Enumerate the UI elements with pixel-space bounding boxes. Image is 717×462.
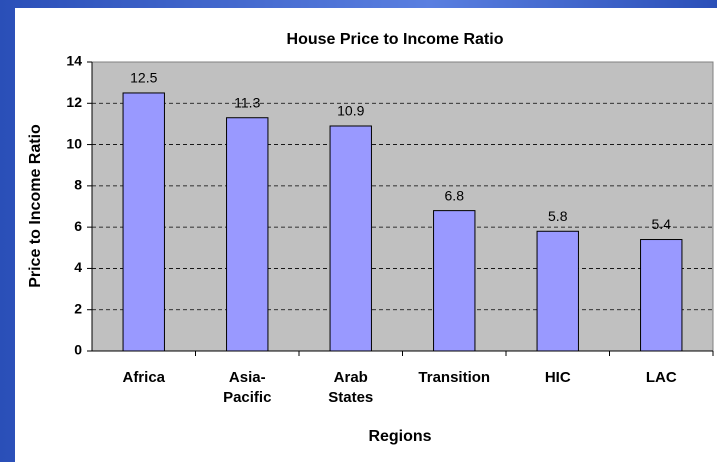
bar bbox=[433, 210, 476, 352]
y-tick-label: 10 bbox=[66, 135, 82, 151]
x-tick-label: Asia- Pacific bbox=[223, 369, 272, 406]
value-label: 5.4 bbox=[652, 216, 672, 232]
value-label: 12.5 bbox=[130, 70, 157, 86]
value-label: 11.3 bbox=[234, 94, 260, 110]
y-tick-label: 4 bbox=[74, 259, 82, 275]
x-tick-label: Africa bbox=[122, 369, 166, 386]
y-tick-label: 8 bbox=[74, 177, 82, 193]
plot-area bbox=[91, 61, 714, 352]
y-tick-label: 2 bbox=[74, 300, 82, 316]
x-tick-label: LAC bbox=[645, 369, 677, 386]
bar bbox=[226, 117, 269, 352]
bar bbox=[122, 92, 165, 352]
x-tick-label: Arab States bbox=[328, 369, 374, 406]
x-tick-label: HIC bbox=[544, 369, 571, 386]
value-label: 10.9 bbox=[337, 103, 364, 119]
value-label: 5.8 bbox=[548, 208, 568, 224]
bar bbox=[329, 125, 372, 352]
y-tick-label: 6 bbox=[74, 218, 82, 234]
x-axis-label: Regions bbox=[368, 428, 431, 445]
bar bbox=[536, 230, 579, 352]
y-axis-label: Price to Income Ratio bbox=[27, 124, 44, 288]
chart-title: House Price to Income Ratio bbox=[287, 31, 504, 48]
y-tick-label: 12 bbox=[66, 94, 82, 110]
x-tick-label: Transition bbox=[418, 369, 491, 386]
y-tick-label: 14 bbox=[66, 53, 82, 69]
value-label: 6.8 bbox=[445, 187, 465, 203]
y-tick-label: 0 bbox=[74, 342, 82, 358]
bar bbox=[640, 239, 683, 352]
